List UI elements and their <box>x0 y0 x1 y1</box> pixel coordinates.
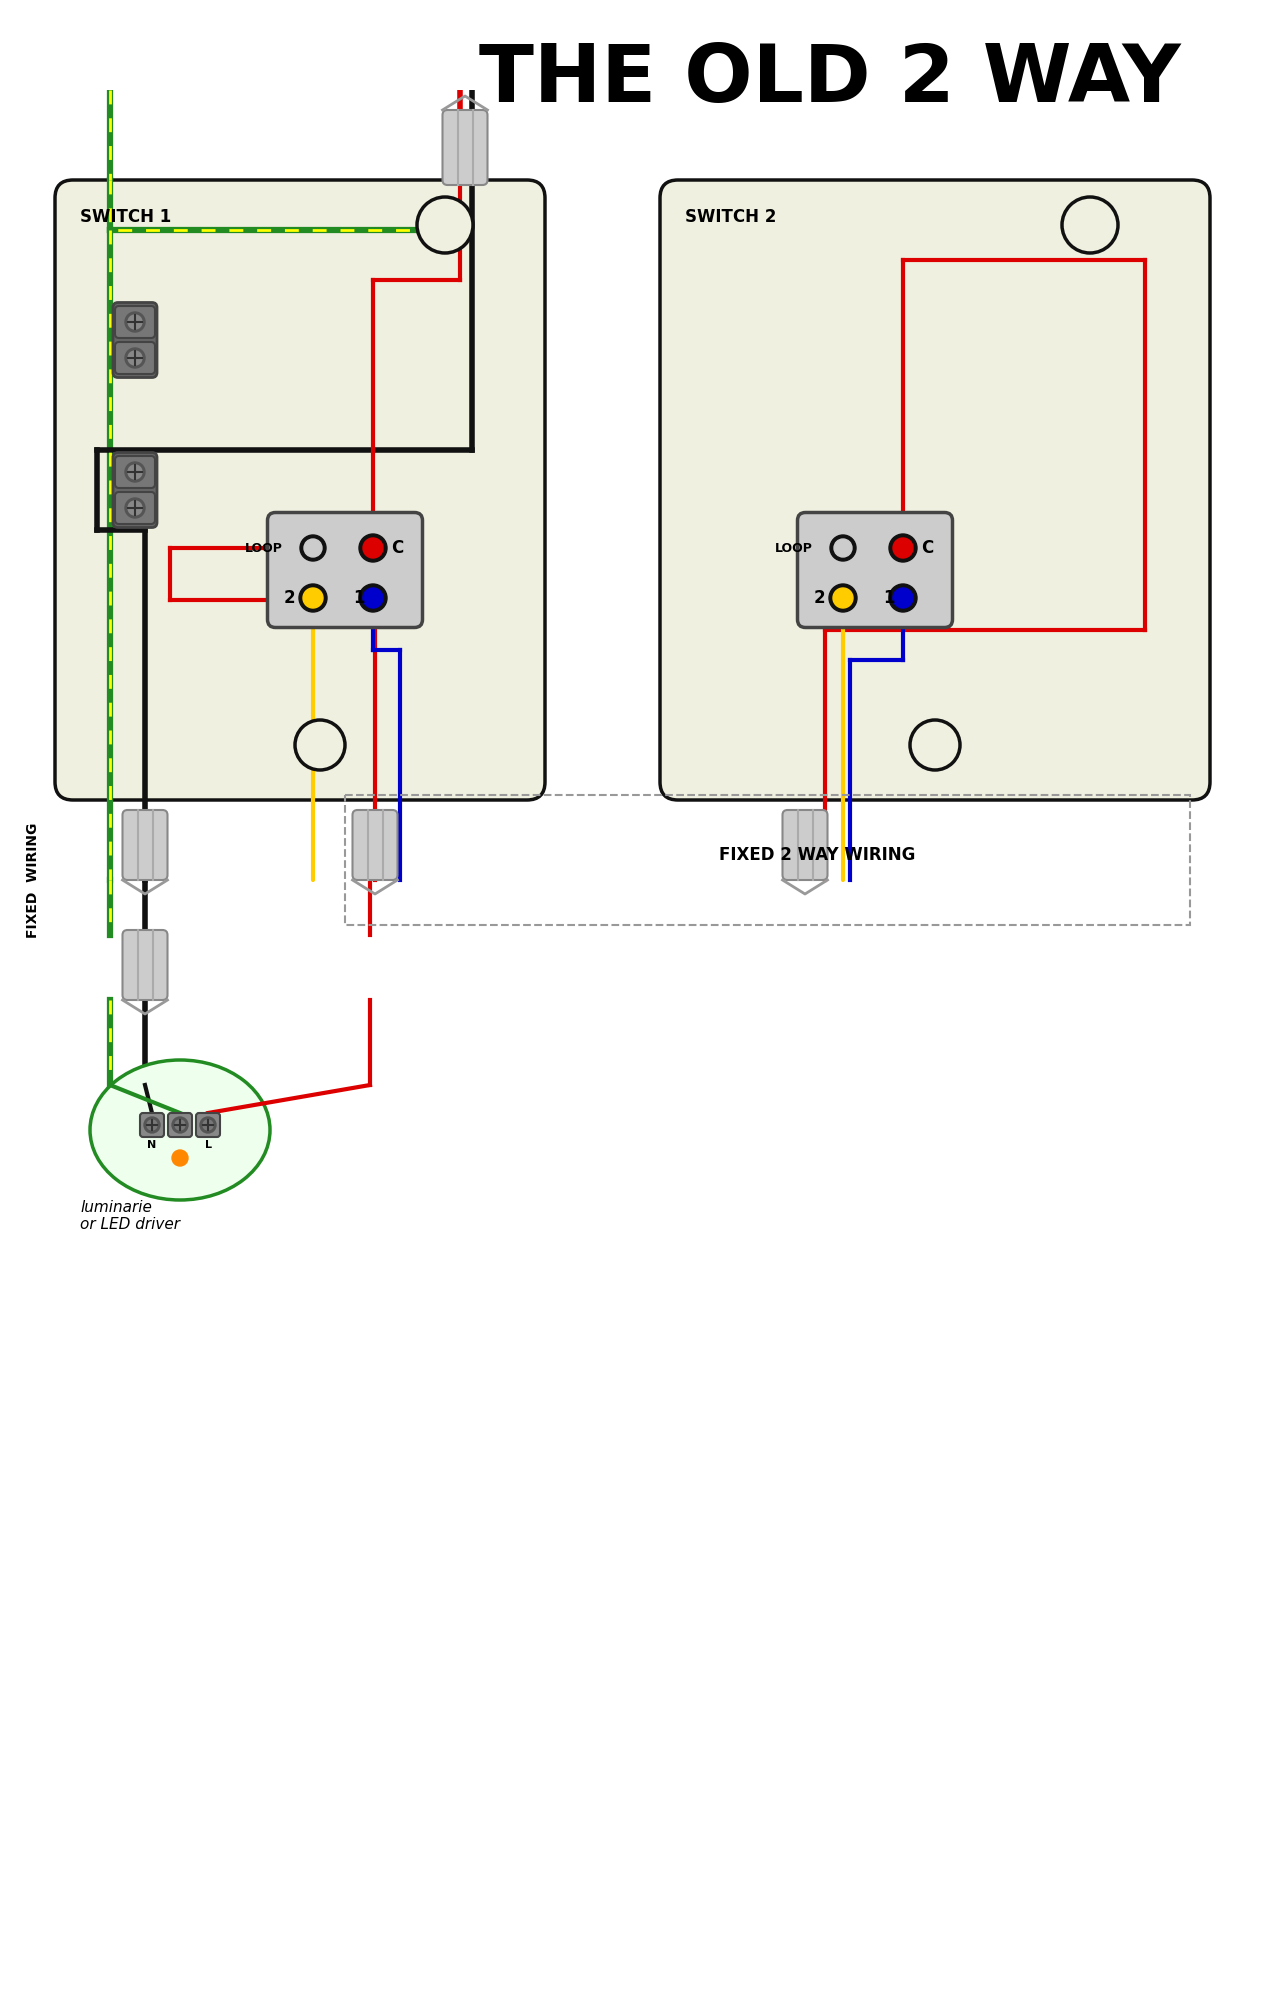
Circle shape <box>300 534 326 560</box>
FancyBboxPatch shape <box>196 1112 220 1136</box>
Text: SWITCH 2: SWITCH 2 <box>685 208 776 226</box>
FancyBboxPatch shape <box>798 512 953 628</box>
Text: 2: 2 <box>813 588 825 608</box>
Circle shape <box>305 538 322 556</box>
Text: luminarie
or LED driver: luminarie or LED driver <box>80 1200 179 1232</box>
Circle shape <box>300 584 327 612</box>
Text: LOOP: LOOP <box>245 542 283 554</box>
Circle shape <box>889 534 916 562</box>
Circle shape <box>363 538 383 558</box>
Circle shape <box>833 588 853 608</box>
Circle shape <box>359 534 387 562</box>
Text: L: L <box>205 1140 211 1150</box>
Circle shape <box>834 538 852 556</box>
Circle shape <box>889 584 916 612</box>
FancyBboxPatch shape <box>112 302 157 378</box>
FancyBboxPatch shape <box>115 342 155 374</box>
Circle shape <box>892 588 913 608</box>
Circle shape <box>128 464 142 478</box>
FancyBboxPatch shape <box>123 810 168 880</box>
Ellipse shape <box>90 1060 270 1200</box>
Circle shape <box>128 314 142 328</box>
Circle shape <box>128 500 142 514</box>
Text: 1: 1 <box>354 588 365 608</box>
Text: FIXED  WIRING: FIXED WIRING <box>27 822 40 938</box>
Text: SWITCH 1: SWITCH 1 <box>80 208 171 226</box>
FancyBboxPatch shape <box>115 456 155 488</box>
FancyBboxPatch shape <box>56 180 545 800</box>
Circle shape <box>359 584 387 612</box>
Circle shape <box>200 1116 216 1132</box>
FancyBboxPatch shape <box>140 1112 164 1136</box>
Circle shape <box>172 1150 188 1166</box>
Circle shape <box>830 534 856 560</box>
Circle shape <box>363 588 383 608</box>
Circle shape <box>1062 198 1117 252</box>
Bar <box>345 794 1189 924</box>
Circle shape <box>892 538 913 558</box>
Circle shape <box>829 584 857 612</box>
Text: 2: 2 <box>283 588 295 608</box>
FancyBboxPatch shape <box>660 180 1210 800</box>
Circle shape <box>204 1120 214 1130</box>
Circle shape <box>125 312 145 332</box>
Circle shape <box>295 720 345 770</box>
Circle shape <box>303 588 324 608</box>
Circle shape <box>144 1116 161 1132</box>
Text: 1: 1 <box>884 588 895 608</box>
FancyBboxPatch shape <box>168 1112 192 1136</box>
Text: FIXED 2 WAY WIRING: FIXED 2 WAY WIRING <box>719 846 915 864</box>
Circle shape <box>125 462 145 482</box>
FancyBboxPatch shape <box>442 110 488 186</box>
Circle shape <box>125 348 145 368</box>
Circle shape <box>128 352 142 364</box>
FancyBboxPatch shape <box>112 452 157 528</box>
Text: THE OLD 2 WAY: THE OLD 2 WAY <box>479 40 1181 120</box>
FancyBboxPatch shape <box>782 810 828 880</box>
Circle shape <box>174 1120 185 1130</box>
FancyBboxPatch shape <box>115 492 155 524</box>
FancyBboxPatch shape <box>353 810 397 880</box>
Circle shape <box>417 198 473 252</box>
FancyBboxPatch shape <box>268 512 422 628</box>
Text: C: C <box>921 538 933 556</box>
Circle shape <box>172 1116 188 1132</box>
Circle shape <box>147 1120 157 1130</box>
Circle shape <box>125 498 145 518</box>
FancyBboxPatch shape <box>123 930 168 1000</box>
Text: C: C <box>391 538 403 556</box>
Text: LOOP: LOOP <box>775 542 813 554</box>
Text: N: N <box>148 1140 157 1150</box>
Circle shape <box>910 720 959 770</box>
FancyBboxPatch shape <box>115 306 155 338</box>
